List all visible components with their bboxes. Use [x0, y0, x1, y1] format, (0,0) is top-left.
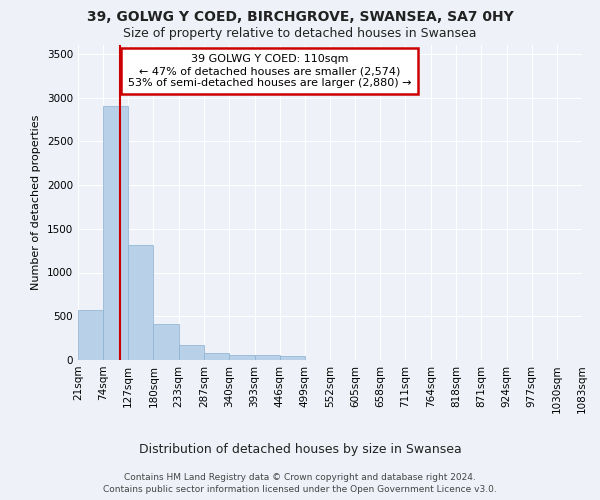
Bar [179, 345, 204, 360]
Bar [229, 355, 254, 360]
Bar [103, 106, 128, 360]
Bar [204, 354, 229, 360]
Text: Contains public sector information licensed under the Open Government Licence v3: Contains public sector information licen… [103, 485, 497, 494]
Text: Contains HM Land Registry data © Crown copyright and database right 2024.: Contains HM Land Registry data © Crown c… [124, 472, 476, 482]
Bar [154, 324, 179, 360]
Bar [280, 356, 305, 360]
Y-axis label: Number of detached properties: Number of detached properties [31, 115, 41, 290]
Text: 39, GOLWG Y COED, BIRCHGROVE, SWANSEA, SA7 0HY: 39, GOLWG Y COED, BIRCHGROVE, SWANSEA, S… [86, 10, 514, 24]
Bar [254, 355, 280, 360]
Bar [78, 310, 103, 360]
Text: 39 GOLWG Y COED: 110sqm
← 47% of detached houses are smaller (2,574)
53% of semi: 39 GOLWG Y COED: 110sqm ← 47% of detache… [128, 54, 411, 88]
Text: Distribution of detached houses by size in Swansea: Distribution of detached houses by size … [139, 442, 461, 456]
Bar [128, 244, 154, 360]
Text: Size of property relative to detached houses in Swansea: Size of property relative to detached ho… [123, 28, 477, 40]
